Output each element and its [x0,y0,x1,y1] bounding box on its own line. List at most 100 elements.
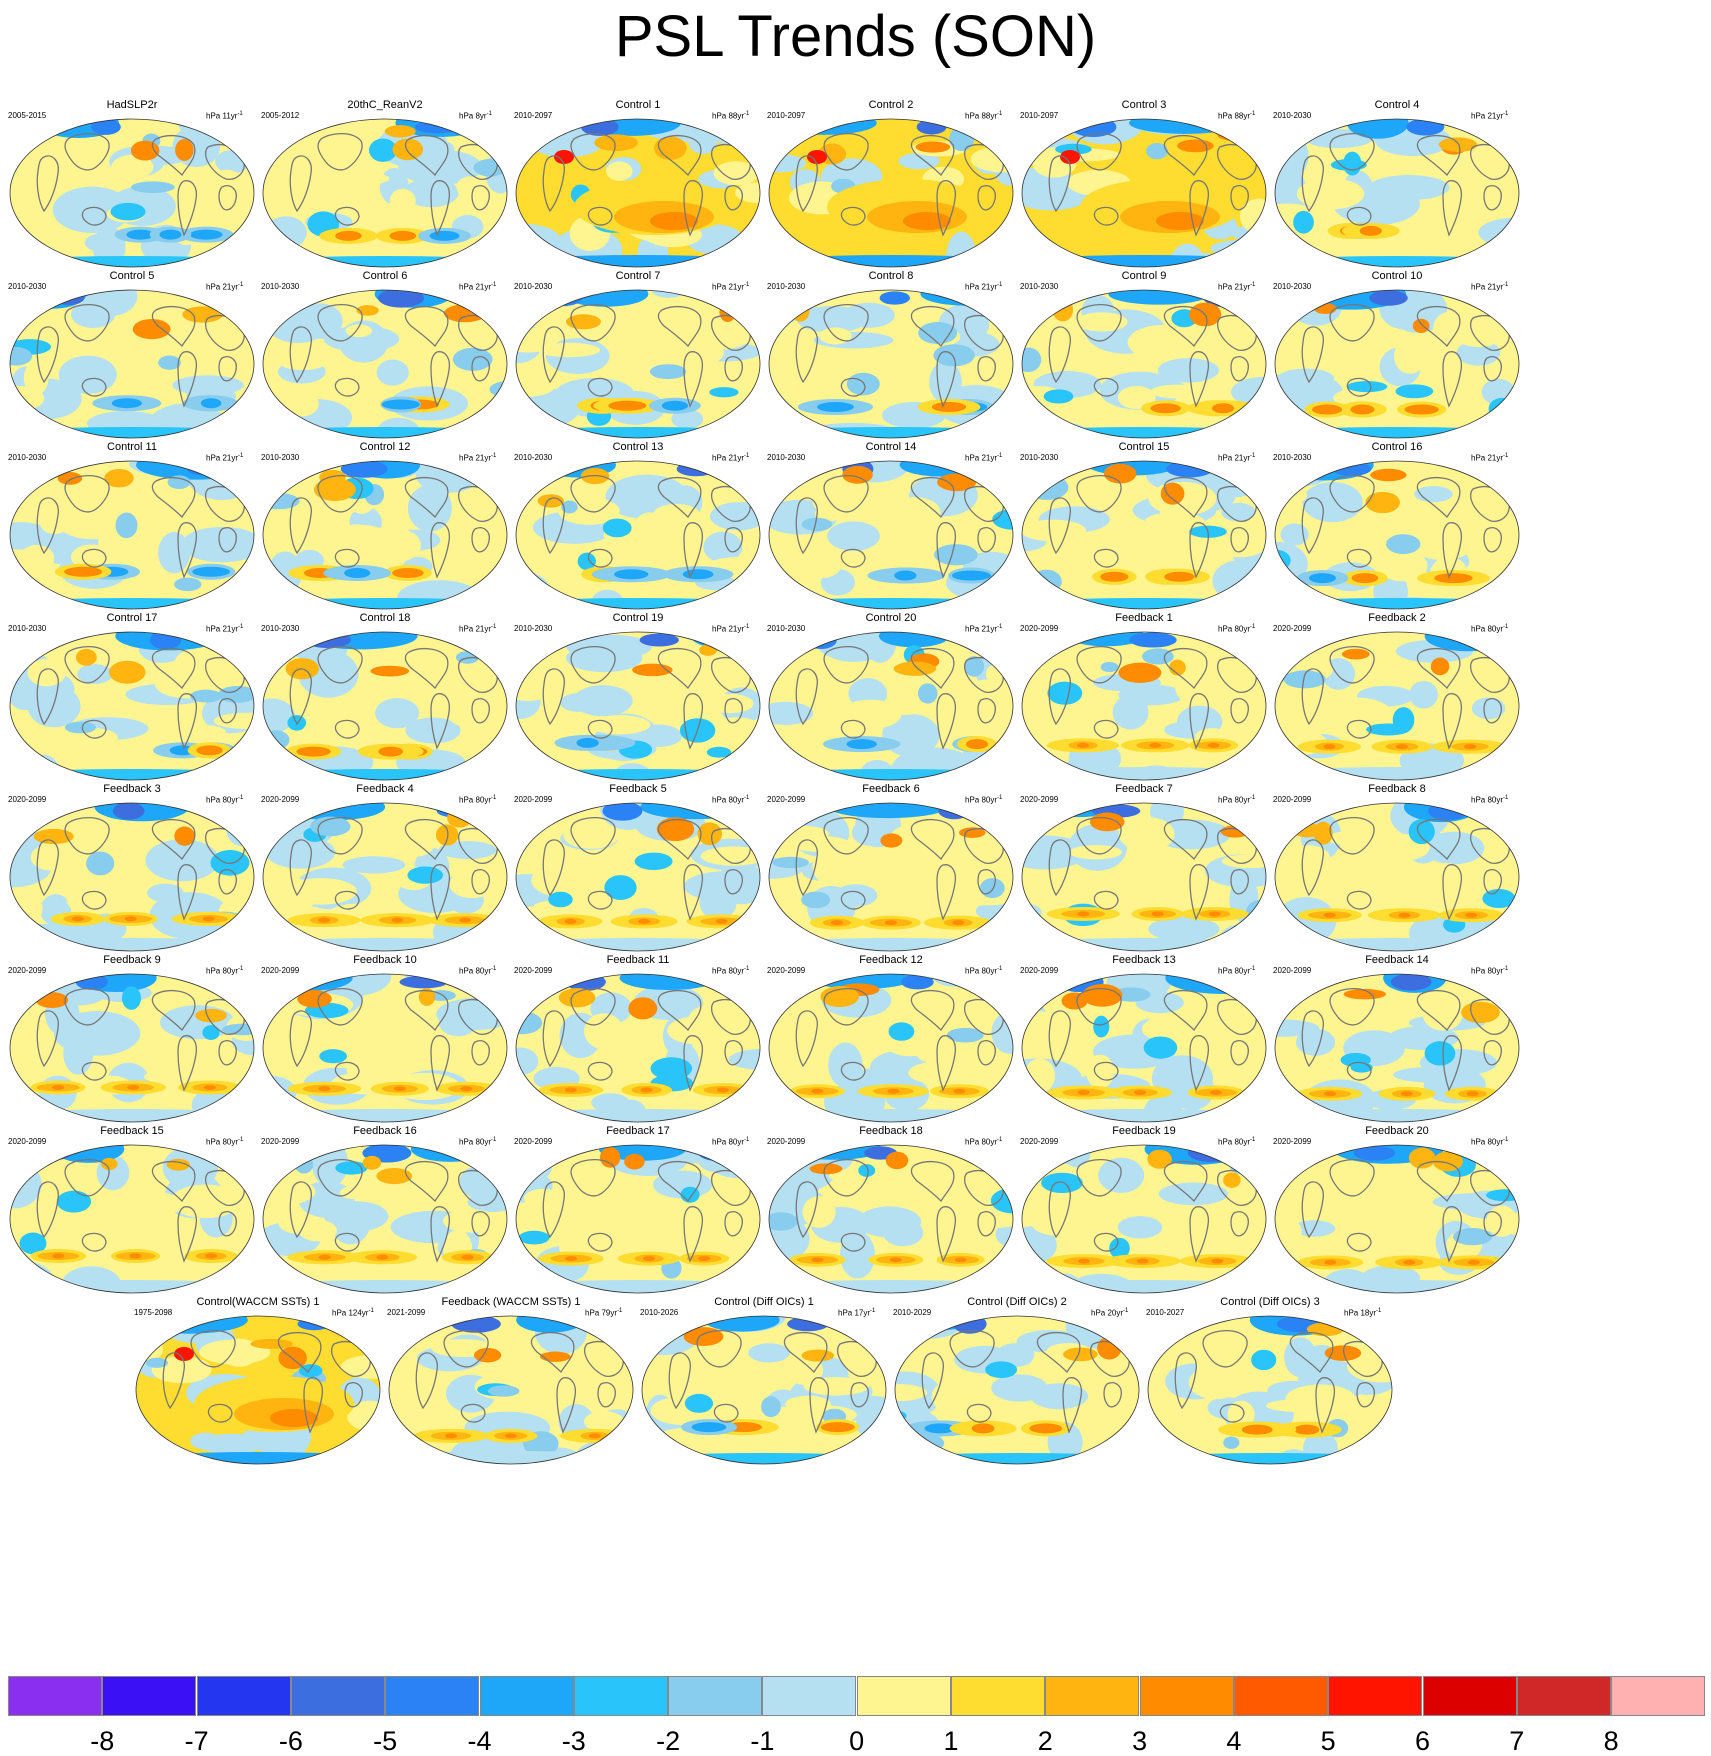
panel-years: 2021-2099 [387,1308,426,1317]
panel-years: 2010-2030 [767,282,806,291]
panel-years: 2010-2030 [1020,453,1059,462]
world-map [9,631,255,781]
map-panel: Control 4 2010-2030 hPa 21yr-1 [1273,99,1555,285]
panel-units: hPa 21yr-1 [206,453,244,463]
panel-units: hPa 80yr-1 [206,795,244,805]
panel-title: Feedback 16 [353,1125,417,1137]
colorbar-swatch [762,1676,857,1716]
panel-years: 2020-2099 [767,966,806,975]
world-map [9,118,255,268]
panel-title: Control (Diff OICs) 3 [1220,1296,1320,1308]
panel-years: 2020-2099 [767,1137,806,1146]
map-panel: Control 18 2010-2030 hPa 21yr-1 [261,612,543,798]
panel-units: hPa 88yr-1 [965,111,1003,121]
colorbar-swatch [8,1676,102,1716]
world-map [135,1315,381,1465]
colorbar-tick-label: -8 [90,1726,115,1756]
world-map [1274,118,1520,268]
world-map [515,118,761,268]
panel-title: Control(WACCM SSTs) 1 [196,1296,320,1308]
panel-units: hPa 11yr-1 [206,111,243,121]
panel-units: hPa 80yr-1 [1471,966,1509,976]
panel-title: Feedback 19 [1112,1125,1176,1137]
panel-units: hPa 80yr-1 [1471,1137,1509,1147]
panel-years: 2010-2030 [261,282,300,291]
panel-units: hPa 21yr-1 [712,282,750,292]
world-map [9,289,255,439]
panel-years: 2020-2099 [8,1137,47,1146]
panel-units: hPa 80yr-1 [1471,624,1509,634]
panel-title: Control 12 [359,441,411,453]
panel-title: Feedback 3 [103,783,161,795]
map-panel: Feedback 20 2020-2099 hPa 80yr-1 [1273,1125,1555,1311]
map-panel: Feedback 19 2020-2099 hPa 80yr-1 [1020,1125,1302,1311]
map-panel: Control 9 2010-2030 hPa 21yr-1 [1020,270,1302,456]
map-panel: Control 20 2010-2030 hPa 21yr-1 [767,612,1049,798]
map-panel: Control 2 2010-2097 hPa 88yr-1 [767,99,1049,285]
world-map [1021,1144,1267,1294]
panel-title: Feedback 17 [606,1125,670,1137]
panel-years: 2010-2030 [1273,111,1312,120]
world-map [768,631,1014,781]
panel-title: Control 15 [1118,441,1170,453]
panel-units: hPa 80yr-1 [1471,795,1509,805]
colorbar-swatch [1233,1676,1328,1716]
world-map [768,460,1014,610]
panel-years: 2005-2012 [261,111,300,120]
panel-units: hPa 21yr-1 [712,453,750,463]
panel-title: Feedback 8 [1368,783,1426,795]
panel-units: hPa 21yr-1 [1471,453,1509,463]
panel-years: 2020-2099 [1020,966,1059,975]
panel-years: 2010-2030 [1273,282,1312,291]
map-panel: Control 13 2010-2030 hPa 21yr-1 [514,441,796,627]
map-panel: Control(WACCM SSTs) 1 1975-2098 hPa 124yr-… [134,1296,416,1482]
panel-title: Feedback 1 [1115,612,1173,624]
map-panel: 20thC_ReanV2 2005-2012 hPa 8yr-1 [261,99,543,285]
world-map [262,289,508,439]
colorbar-tick-label: 0 [849,1726,865,1756]
panel-years: 1975-2098 [134,1308,173,1317]
colorbar-swatch [573,1676,668,1716]
colorbar-tick-label: 8 [1603,1726,1619,1756]
panel-title: Control 9 [1121,270,1167,282]
world-map [768,118,1014,268]
panel-title: Control 20 [865,612,917,624]
panel-years: 2010-2030 [767,453,806,462]
colorbar-swatch [951,1676,1045,1716]
map-panel: Feedback 10 2020-2099 hPa 80yr-1 [261,954,543,1140]
colorbar-swatch [668,1676,763,1716]
colorbar-swatch [856,1676,951,1716]
colorbar-tick-label: -5 [373,1726,398,1756]
world-map [1274,631,1520,781]
panel-years: 2010-2030 [1273,453,1312,462]
panel-units: hPa 80yr-1 [1218,795,1256,805]
colorbar-tick-label: 1 [943,1726,959,1756]
map-panel: Feedback 3 2020-2099 hPa 80yr-1 [8,783,290,969]
panel-title: Feedback 9 [103,954,161,966]
panel-years: 2020-2099 [261,966,300,975]
panel-years: 2020-2099 [1273,1137,1312,1146]
world-map [1021,289,1267,439]
panel-units: hPa 80yr-1 [712,795,750,805]
world-map [9,460,255,610]
world-map [768,289,1014,439]
panel-title: Feedback 4 [356,783,414,795]
panel-years: 2010-2029 [893,1308,932,1317]
world-map [1021,460,1267,610]
map-panel: Control 6 2010-2030 hPa 21yr-1 [261,270,543,456]
panel-years: 2010-2030 [8,453,47,462]
panel-title: Control 19 [612,612,664,624]
map-panel: Control (Diff OICs) 1 2010-2026 hPa 17yr-1 [640,1296,922,1482]
map-panel: Control 12 2010-2030 hPa 21yr-1 [261,441,543,627]
world-map [1021,802,1267,952]
panel-title: Feedback 6 [862,783,920,795]
colorbar-swatch [1139,1676,1234,1716]
panel-units: hPa 80yr-1 [1218,966,1256,976]
panel-title: Control 18 [359,612,411,624]
panel-units: hPa 80yr-1 [206,1137,244,1147]
world-map [9,973,255,1123]
panel-units: hPa 88yr-1 [1218,111,1256,121]
map-panel: Control 14 2010-2030 hPa 21yr-1 [767,441,1049,627]
colorbar-tick-label: -6 [278,1726,303,1756]
panel-units: hPa 18yr-1 [1344,1308,1382,1318]
